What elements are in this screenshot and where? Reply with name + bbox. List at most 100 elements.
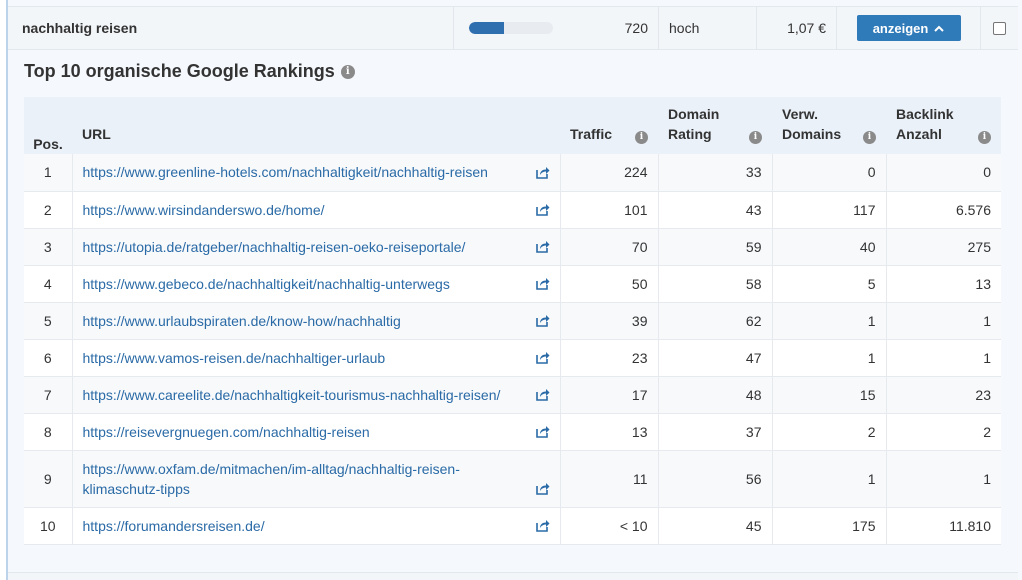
cell-domain-rating: 58 bbox=[658, 265, 773, 303]
cell-ref-domains: 40 bbox=[772, 228, 887, 266]
table-row: 9 https://www.oxfam.de/mitmachen/im-allt… bbox=[24, 450, 1001, 508]
keyword-name: nachhaltig reisen bbox=[8, 7, 454, 49]
show-rankings-button[interactable]: anzeigen bbox=[856, 15, 961, 41]
external-link-icon[interactable] bbox=[535, 314, 550, 327]
external-link-icon[interactable] bbox=[535, 277, 550, 290]
keyword-detail-panel: nachhaltig reisen 720 hoch 1,07 € anzeig… bbox=[6, 0, 1022, 580]
competition-value: hoch bbox=[657, 7, 757, 49]
info-icon[interactable]: i bbox=[863, 131, 876, 144]
header-domain-rating-line2: Rating bbox=[668, 126, 712, 142]
header-backlinks-line1: Backlink bbox=[896, 106, 954, 122]
cell-ref-domains: 1 bbox=[772, 450, 887, 508]
table-row: 8 https://reisevergnuegen.com/nachhaltig… bbox=[24, 413, 1001, 451]
external-link-icon[interactable] bbox=[535, 166, 550, 179]
cell-domain-rating: 62 bbox=[658, 302, 773, 340]
next-keyword-row bbox=[8, 572, 1018, 580]
cell-url: https://www.greenline-hotels.com/nachhal… bbox=[72, 154, 561, 192]
toggle-cell: anzeigen bbox=[837, 7, 981, 49]
cell-backlinks: 1 bbox=[886, 450, 1001, 508]
cell-url: https://www.careelite.de/nachhaltigkeit-… bbox=[72, 376, 561, 414]
cell-ref-domains: 1 bbox=[772, 339, 887, 377]
ranking-url-link[interactable]: https://forumandersreisen.de/ bbox=[82, 517, 265, 534]
ranking-url-link[interactable]: https://www.vamos-reisen.de/nachhaltiger… bbox=[82, 349, 386, 366]
cell-traffic: < 10 bbox=[560, 507, 659, 545]
cell-url: https://utopia.de/ratgeber/nachhaltig-re… bbox=[72, 228, 561, 266]
ranking-url-link[interactable]: https://www.gebeco.de/nachhaltigkeit/nac… bbox=[82, 275, 450, 292]
cell-traffic: 224 bbox=[560, 154, 659, 192]
rankings-table: Pos. URL Traffic i Domain Rating i Verw. Dom… bbox=[24, 97, 1001, 545]
header-traffic[interactable]: Traffic i bbox=[560, 97, 658, 154]
table-row: 7 https://www.careelite.de/nachhaltigkei… bbox=[24, 376, 1001, 414]
header-url: URL bbox=[72, 97, 560, 154]
ranking-url-link[interactable]: https://www.oxfam.de/mitmachen/im-alltag… bbox=[82, 460, 460, 497]
cell-backlinks: 6.576 bbox=[886, 191, 1001, 229]
ranking-url-link[interactable]: https://www.greenline-hotels.com/nachhal… bbox=[82, 164, 488, 181]
cell-pos: 10 bbox=[24, 507, 73, 545]
external-link-icon[interactable] bbox=[535, 388, 550, 401]
info-icon[interactable]: i bbox=[340, 64, 355, 79]
show-rankings-label: anzeigen bbox=[872, 20, 929, 36]
cell-traffic: 17 bbox=[560, 376, 659, 414]
keyword-row: nachhaltig reisen 720 hoch 1,07 € anzeig… bbox=[8, 6, 1018, 50]
cell-ref-domains: 175 bbox=[772, 507, 887, 545]
select-cell bbox=[981, 7, 1018, 49]
cell-pos: 8 bbox=[24, 413, 73, 451]
cell-url: https://www.gebeco.de/nachhaltigkeit/nac… bbox=[72, 265, 561, 303]
cell-ref-domains: 117 bbox=[772, 191, 887, 229]
cell-domain-rating: 45 bbox=[658, 507, 773, 545]
table-row: 3 https://utopia.de/ratgeber/nachhaltig-… bbox=[24, 228, 1001, 266]
header-pos: Pos. bbox=[24, 97, 72, 154]
cell-pos: 3 bbox=[24, 228, 73, 266]
volume-bar-fill bbox=[469, 22, 505, 34]
cell-url: https://forumandersreisen.de/ bbox=[72, 507, 561, 545]
external-link-icon[interactable] bbox=[535, 203, 550, 216]
info-icon[interactable]: i bbox=[749, 131, 762, 144]
header-backlinks[interactable]: Backlink Anzahl i bbox=[886, 97, 1001, 154]
cell-pos: 6 bbox=[24, 339, 73, 377]
cell-domain-rating: 37 bbox=[658, 413, 773, 451]
header-ref-domains[interactable]: Verw. Domains i bbox=[772, 97, 886, 154]
cell-ref-domains: 2 bbox=[772, 413, 887, 451]
cell-domain-rating: 59 bbox=[658, 228, 773, 266]
external-link-icon[interactable] bbox=[535, 425, 550, 438]
header-domain-rating[interactable]: Domain Rating i bbox=[658, 97, 772, 154]
external-link-icon[interactable] bbox=[535, 519, 550, 532]
chevron-up-icon bbox=[934, 25, 945, 32]
ranking-url-link[interactable]: https://reisevergnuegen.com/nachhaltig-r… bbox=[82, 423, 370, 440]
table-header-row: Pos. URL Traffic i Domain Rating i Verw. Dom… bbox=[24, 97, 1001, 154]
cell-url: https://reisevergnuegen.com/nachhaltig-r… bbox=[72, 413, 561, 451]
cell-traffic: 39 bbox=[560, 302, 659, 340]
cell-ref-domains: 0 bbox=[772, 154, 887, 192]
cell-backlinks: 1 bbox=[886, 302, 1001, 340]
ranking-url-link[interactable]: https://utopia.de/ratgeber/nachhaltig-re… bbox=[82, 238, 466, 255]
cell-backlinks: 13 bbox=[886, 265, 1001, 303]
header-ref-domains-line2: Domains bbox=[782, 126, 842, 142]
cell-backlinks: 11.810 bbox=[886, 507, 1001, 545]
search-volume-value: 720 bbox=[624, 20, 648, 36]
section-heading: Top 10 organische Google Rankings i bbox=[24, 61, 355, 82]
info-icon[interactable]: i bbox=[978, 131, 991, 144]
select-keyword-checkbox[interactable] bbox=[993, 21, 1006, 35]
external-link-icon[interactable] bbox=[535, 351, 550, 364]
cell-pos: 7 bbox=[24, 376, 73, 414]
cell-traffic: 11 bbox=[560, 450, 659, 508]
cell-ref-domains: 5 bbox=[772, 265, 887, 303]
cell-ref-domains: 15 bbox=[772, 376, 887, 414]
cell-url: https://www.wirsindanderswo.de/home/ bbox=[72, 191, 561, 229]
ranking-url-link[interactable]: https://www.wirsindanderswo.de/home/ bbox=[82, 201, 325, 218]
cell-url: https://www.oxfam.de/mitmachen/im-alltag… bbox=[72, 450, 561, 508]
cell-backlinks: 1 bbox=[886, 339, 1001, 377]
cell-traffic: 50 bbox=[560, 265, 659, 303]
ranking-url-link[interactable]: https://www.urlaubspiraten.de/know-how/n… bbox=[82, 312, 401, 329]
cell-domain-rating: 47 bbox=[658, 339, 773, 377]
external-link-icon[interactable] bbox=[535, 240, 550, 253]
cell-backlinks: 0 bbox=[886, 154, 1001, 192]
header-ref-domains-line1: Verw. bbox=[782, 106, 819, 122]
external-link-icon[interactable] bbox=[535, 482, 550, 495]
cell-url: https://www.vamos-reisen.de/nachhaltiger… bbox=[72, 339, 561, 377]
info-icon[interactable]: i bbox=[635, 131, 648, 144]
ranking-url-link[interactable]: https://www.careelite.de/nachhaltigkeit-… bbox=[82, 386, 501, 403]
cell-pos: 9 bbox=[24, 450, 73, 508]
table-row: 6 https://www.vamos-reisen.de/nachhaltig… bbox=[24, 339, 1001, 377]
table-row: 2 https://www.wirsindanderswo.de/home/ 1… bbox=[24, 191, 1001, 229]
